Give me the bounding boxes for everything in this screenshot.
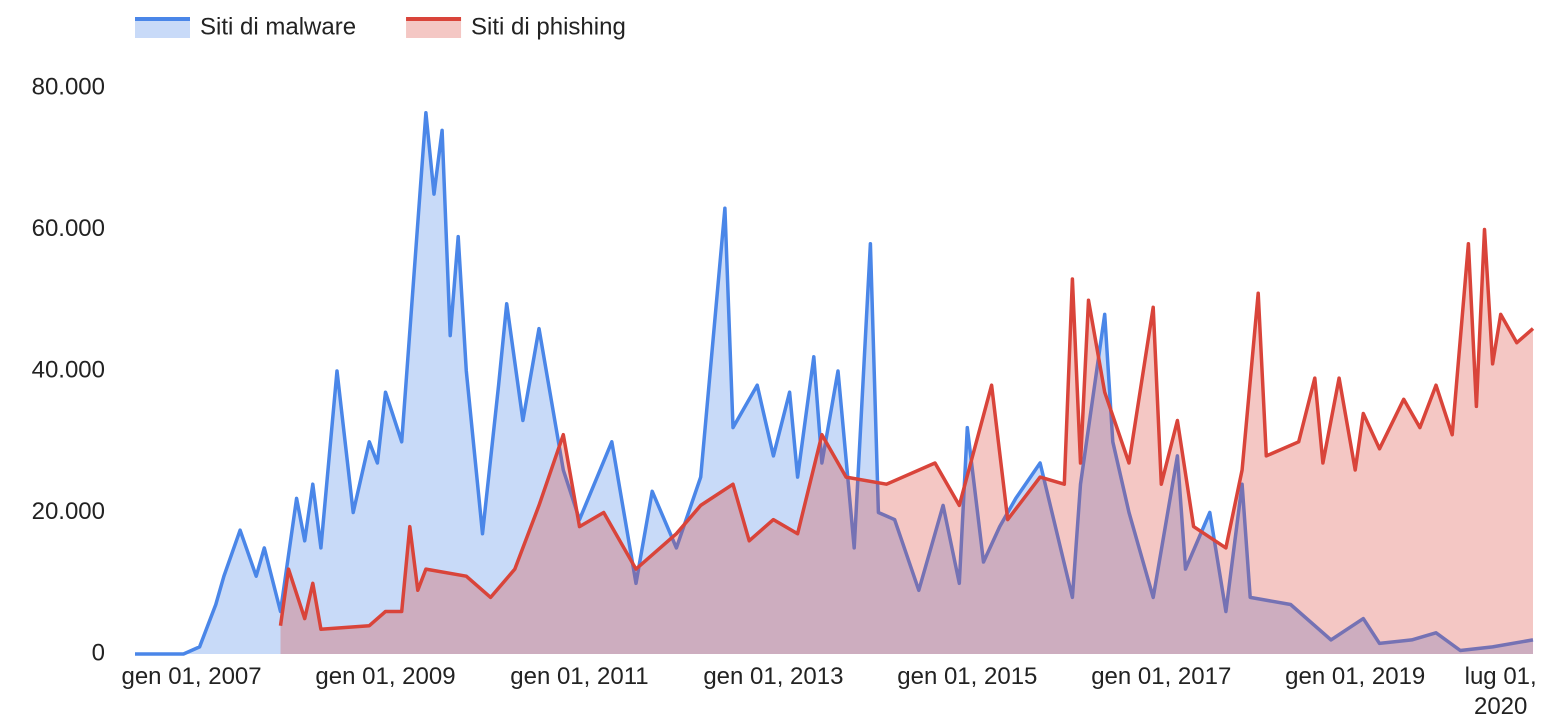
- y-tick-label: 20.000: [32, 498, 105, 525]
- x-tick-label: gen 01, 2009: [315, 663, 456, 690]
- y-tick-label: 40.000: [32, 356, 105, 383]
- legend-swatch: [406, 18, 462, 38]
- series-area: [280, 229, 1533, 654]
- y-tick-label: 0: [92, 639, 105, 666]
- x-tick-label: gen 01, 2007: [121, 663, 262, 690]
- x-tick-label: gen 01, 2013: [703, 663, 844, 690]
- y-tick-label: 60.000: [32, 215, 105, 242]
- y-tick-label: 80.000: [32, 73, 105, 100]
- x-tick-label: gen 01, 2019: [1285, 663, 1426, 690]
- legend-swatch: [135, 18, 190, 38]
- x-tick-label: gen 01, 2015: [897, 663, 1038, 690]
- x-tick-label: lug 01, 2020: [1464, 663, 1537, 720]
- legend-label: Siti di phishing: [471, 13, 626, 40]
- series-line: [135, 111, 1534, 656]
- x-tick-label: gen 01, 2017: [1091, 663, 1232, 690]
- legend-label: Siti di malware: [200, 13, 356, 40]
- x-tick-label: gen 01, 2011: [510, 663, 649, 690]
- series-line: [278, 227, 1535, 631]
